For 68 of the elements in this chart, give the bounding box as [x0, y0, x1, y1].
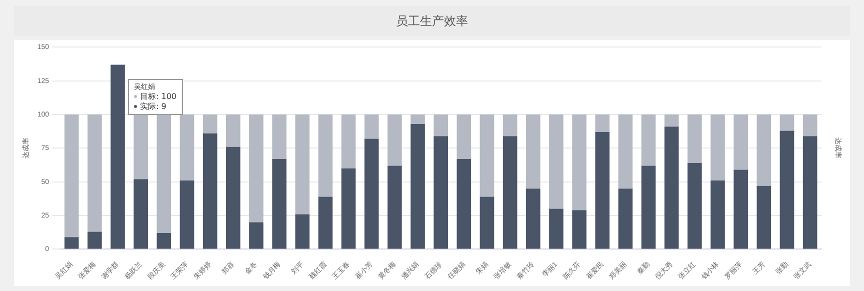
bar [802, 114, 818, 136]
bar [618, 188, 633, 249]
bar [734, 170, 748, 249]
bar [618, 114, 633, 189]
bar [641, 114, 656, 166]
bar [202, 133, 218, 249]
bar [180, 180, 194, 249]
bar [318, 196, 333, 249]
bar [549, 114, 564, 209]
bar [341, 114, 356, 168]
bar [88, 114, 102, 232]
bar [88, 232, 102, 249]
bar [110, 64, 125, 249]
bar [710, 180, 725, 249]
chart-title: 员工生产效率 [14, 6, 850, 36]
bar [756, 114, 772, 186]
bar [780, 114, 794, 131]
bar [549, 208, 564, 249]
bar [318, 114, 333, 197]
bar [202, 114, 218, 134]
bar [572, 114, 586, 210]
bar [295, 114, 310, 214]
bar [526, 188, 540, 249]
bar [364, 114, 379, 139]
bar [502, 136, 518, 249]
bar [595, 132, 610, 249]
bar [341, 168, 356, 249]
bar [156, 233, 172, 249]
bar [364, 138, 379, 249]
bar [664, 114, 679, 127]
bar [226, 146, 240, 249]
bar [272, 114, 286, 159]
annotation: 目标: 100 [140, 92, 177, 101]
bar [410, 124, 425, 249]
bar [249, 114, 264, 222]
bar [688, 114, 702, 164]
bar [641, 166, 656, 249]
bar [756, 186, 772, 249]
bar [156, 114, 172, 234]
bar [226, 114, 240, 147]
bar [802, 136, 818, 249]
bar [595, 114, 610, 132]
bar [780, 130, 794, 249]
bar [572, 210, 586, 249]
bar [64, 237, 79, 249]
bar [526, 114, 540, 189]
bar [456, 114, 472, 159]
bar [272, 158, 286, 249]
bar [388, 114, 402, 166]
bar [410, 114, 425, 124]
bar [664, 126, 679, 249]
bar [434, 136, 448, 249]
bar [64, 114, 79, 238]
bar [249, 222, 264, 249]
bar [456, 158, 472, 249]
bar [134, 114, 148, 180]
bar [295, 214, 310, 249]
bar [180, 114, 194, 181]
bar [734, 114, 748, 170]
bar [134, 179, 148, 249]
bar [688, 163, 702, 249]
bar [480, 114, 494, 197]
bar [502, 114, 518, 136]
bar [710, 114, 725, 181]
annotation: 实际: 9 [140, 102, 166, 111]
bar [434, 114, 448, 136]
bar [480, 196, 494, 249]
bar [388, 166, 402, 249]
